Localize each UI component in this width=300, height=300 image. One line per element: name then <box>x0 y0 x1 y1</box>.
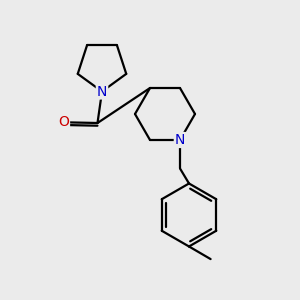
Text: O: O <box>58 116 69 129</box>
Text: N: N <box>175 133 185 147</box>
Text: N: N <box>97 85 107 98</box>
